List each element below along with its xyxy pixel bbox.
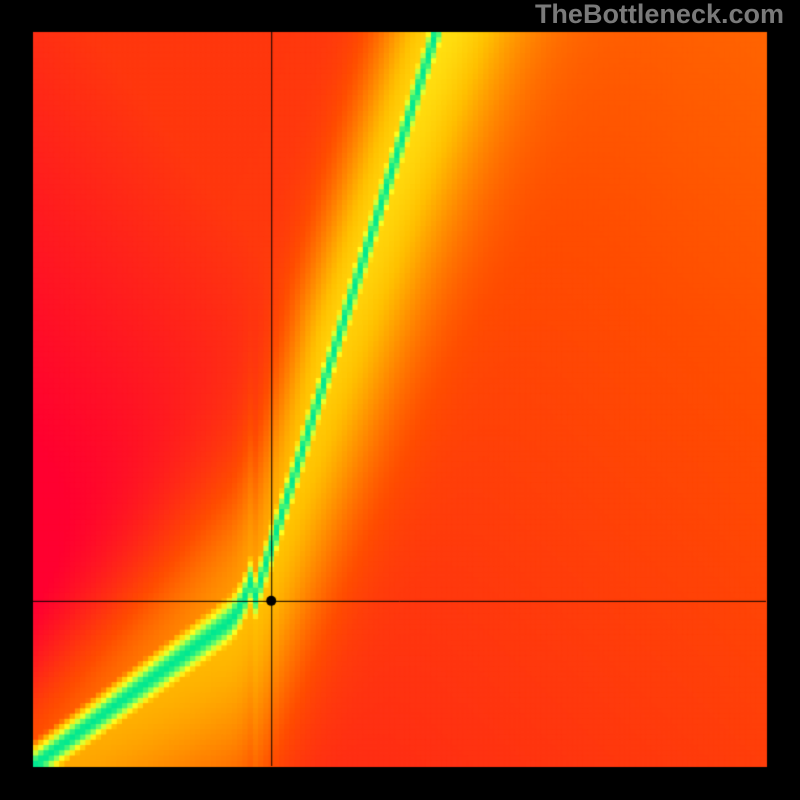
chart-container: TheBottleneck.com [0,0,800,800]
bottleneck-heatmap [0,0,800,800]
watermark-text: TheBottleneck.com [535,0,784,30]
